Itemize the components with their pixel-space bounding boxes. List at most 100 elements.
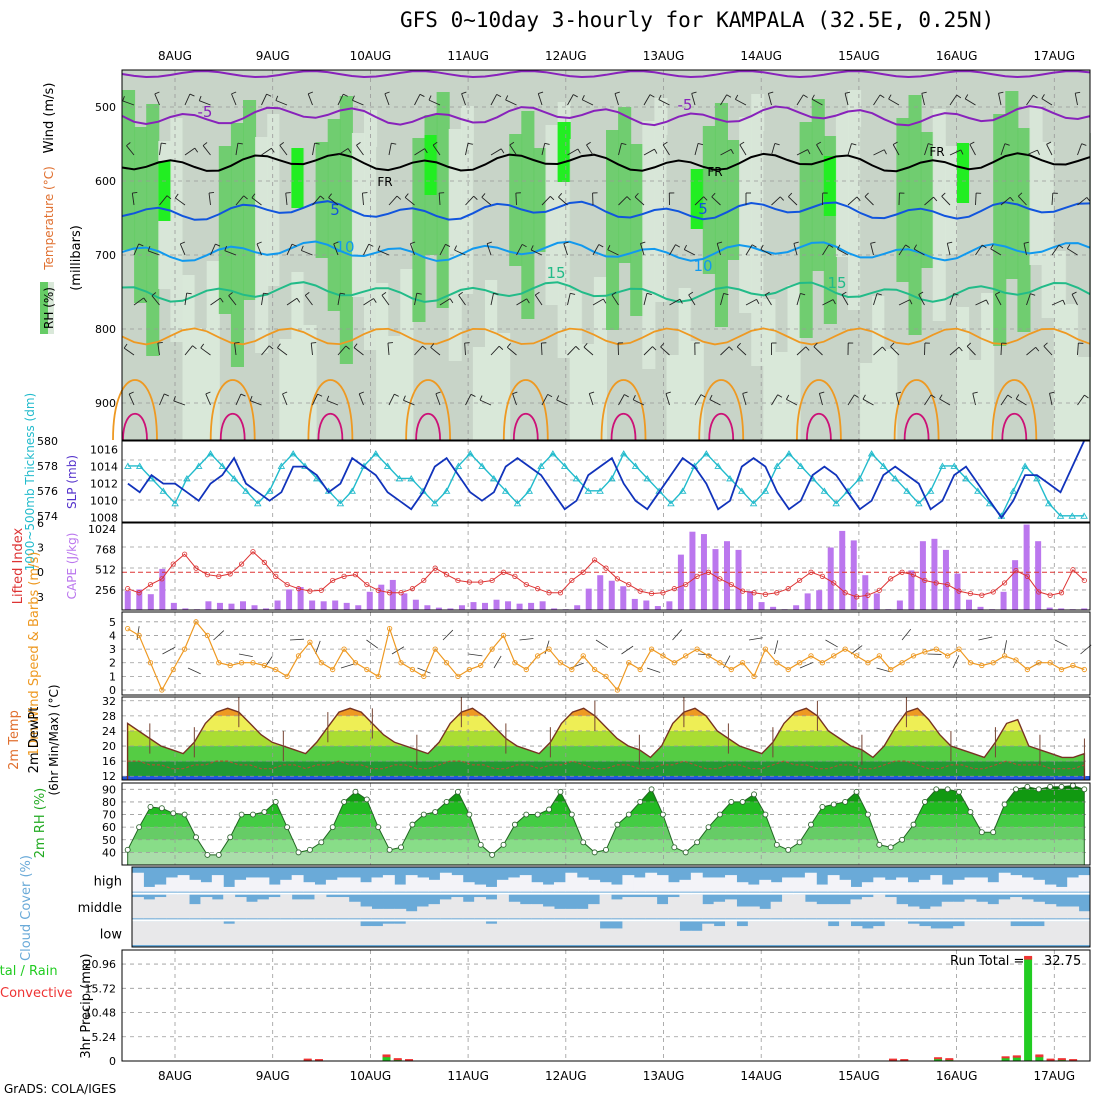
cape-bar [1058,608,1065,610]
wind-barb [643,293,648,306]
li-point [592,557,598,563]
wind10-point [910,653,917,659]
cloud-gap [143,886,156,892]
cape-bar [216,602,223,610]
wind-barb [771,394,779,406]
li-point [261,559,267,565]
cloud-gap [268,884,281,892]
wind-barb [251,197,262,206]
wind-barb [558,196,568,206]
wind-barb [684,249,696,256]
wind-barb [224,245,228,251]
cloud-gap [725,899,737,919]
rh2m-tick-label: 70 [102,809,116,822]
wind-barb [760,248,772,256]
wind10-point [478,662,484,669]
wind10-point [637,666,643,673]
cloud-gap [303,882,315,892]
cloud-gap [896,904,909,919]
thickness-point [525,487,534,494]
wind-barb [208,192,215,194]
wind10-point [318,660,324,666]
wind-barb [774,143,780,146]
cloud-gap [246,921,258,945]
wind-barb [352,99,364,106]
wind-barb [490,148,502,156]
rh-cell [1053,119,1067,251]
cloud-gap [975,877,988,892]
cloud-gap [747,906,760,919]
wind-barb [310,343,313,356]
wind-barb [816,144,823,156]
wind-barb [854,394,859,398]
cloud-gap [1078,911,1091,919]
wind-barb [414,148,425,156]
wind-barb [720,94,728,106]
rh2m-tick-label: 80 [102,796,116,809]
cape-bar [873,593,880,610]
wind-barb [879,94,885,99]
wind-barb [326,395,330,401]
cloud-gap [132,921,144,945]
cape-tick-label: 1024 [88,523,116,536]
wind-barb [1037,149,1040,155]
rh-cell [255,137,269,353]
rh-cell [303,325,317,440]
rh-cell [678,112,692,288]
cape-bar [942,549,949,610]
wind-barb [716,243,721,256]
wind-barb [720,346,730,356]
cloud-gap [702,904,715,919]
li-point [1070,567,1076,573]
cloud-gap [987,882,1000,892]
wind-barb [424,148,428,154]
contour-label: 10 [335,238,354,256]
x-tick-label-bottom: 13AUG [643,1069,685,1083]
wind10-point [421,673,427,680]
wind-barb [159,143,162,156]
cape-bar [839,530,846,610]
rh-cell [400,101,414,269]
wind10-barb [391,646,405,655]
cloud-gap [702,923,715,945]
rh2m-band [127,827,1085,840]
wind-barb [586,141,591,146]
wind-barb [391,142,397,145]
wind-barb [138,243,144,247]
thickness-point [785,450,793,457]
wind10-point [398,660,404,666]
cloud-gap [873,894,886,919]
cloud-gap [713,901,726,919]
wind-barb [975,299,987,306]
wind-barb [1026,346,1036,356]
cloud-gap [519,875,532,892]
wind-barb [573,94,578,98]
wind10-point [933,646,939,652]
wind-barb [828,244,834,248]
cloud-gap [360,906,372,919]
li-point [250,549,256,555]
wind-barb [964,98,976,106]
thickness-point [159,487,168,494]
wind-barb [649,94,655,98]
wind-barb [148,250,160,256]
wind-barb [512,391,518,395]
rh-cell [533,148,547,252]
wind10-point [147,660,154,666]
wind-barb [516,298,528,306]
wind-barb [683,244,687,250]
wind-barb [314,142,320,145]
cloud-gap [793,894,806,919]
cape-bar [124,591,131,610]
wind-barb [320,195,325,200]
wind-barb [652,346,657,351]
isotherm-line [415,412,441,441]
wind-barb [1015,398,1027,406]
cloud-gap [496,879,509,892]
rh2m-band [127,785,1085,790]
thickness-point [277,462,286,469]
wind-barb [813,342,818,347]
wind-barb [340,292,346,295]
li-point [1024,573,1030,579]
rh-cell [485,120,499,280]
